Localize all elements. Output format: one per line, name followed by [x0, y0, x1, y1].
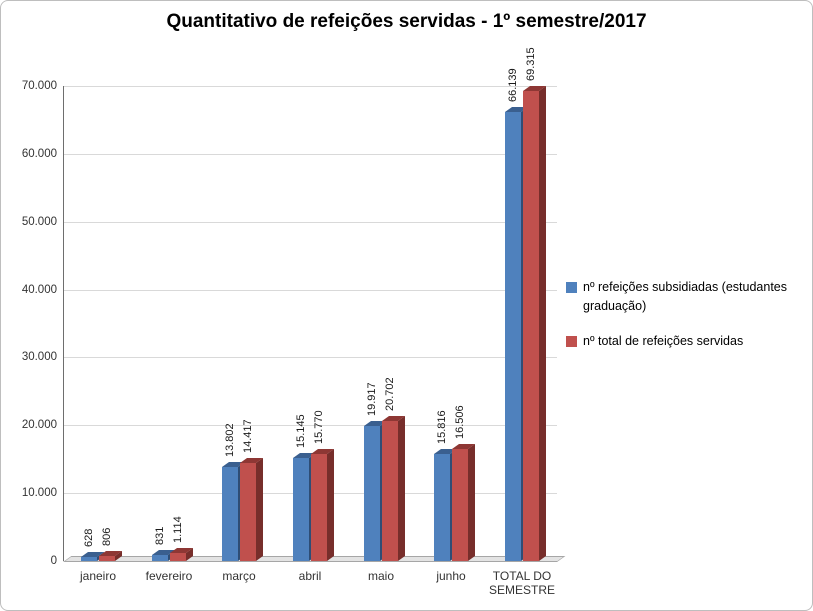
bar-total-do-semestre-s1 [523, 90, 539, 561]
bar-maio-s0 [364, 425, 380, 561]
y-axis-label: 70.000 [21, 80, 57, 92]
y-axis-label: 0 [50, 555, 57, 567]
x-axis-label: março [222, 569, 256, 583]
bar-value-label: 13.802 [224, 423, 236, 458]
chart-title: Quantitativo de refeições servidas - 1º … [166, 11, 647, 32]
bar-fevereiro-s1 [170, 553, 186, 561]
bar-value-label: 16.506 [454, 405, 466, 439]
legend-label-subsidiadas: nº refeições subsidiadas (estudantes gra… [583, 280, 787, 313]
bar-março-s0 [222, 467, 238, 561]
gridline [63, 86, 557, 87]
bar-total-do-semestre-s0 [505, 112, 521, 561]
bar-janeiro-s1 [99, 555, 115, 561]
y-axis-label: 50.000 [21, 216, 57, 228]
bar-junho-s0 [434, 453, 450, 561]
bar-side-março-s1 [256, 458, 263, 561]
bar-abril-s1 [311, 453, 327, 561]
bar-value-label: 15.816 [436, 410, 448, 444]
bar-value-label: 14.417 [242, 419, 254, 454]
bar-janeiro-s0 [81, 556, 97, 561]
bar-março-s1 [240, 463, 256, 561]
bar-value-label: 19.917 [366, 382, 378, 416]
legend-swatch-subsidiadas-icon [566, 282, 577, 293]
x-axis-label: maio [367, 569, 394, 583]
bar-value-label: 69.315 [525, 47, 537, 81]
bar-side-abril-s1 [327, 448, 334, 561]
legend-item-subsidiadas: nº refeições subsidiadas (estudantes gra… [566, 278, 812, 316]
bar-value-label: 806 [101, 527, 113, 546]
x-axis-label: janeiro [79, 569, 117, 583]
bar-value-label: 1.114 [172, 516, 184, 544]
gridline [63, 154, 557, 155]
bar-value-label: 628 [83, 528, 95, 547]
gridline [63, 425, 557, 426]
bar-side-maio-s1 [398, 415, 405, 561]
bar-fevereiro-s0 [152, 555, 168, 561]
bar-value-label: 15.770 [313, 410, 325, 444]
gridline [63, 222, 557, 223]
legend-label-total: nº total de refeições servidas [583, 334, 744, 348]
gridline [63, 290, 557, 291]
y-axis-label: 40.000 [21, 284, 57, 296]
bar-side-junho-s1 [468, 443, 475, 561]
x-axis-label: fevereiro [145, 569, 193, 583]
legend-item-total: nº total de refeições servidas [566, 332, 812, 351]
x-axis-label: abril [298, 569, 322, 583]
bar-side-total-do-semestre-s1 [539, 85, 546, 561]
y-axis-label: 60.000 [21, 148, 57, 160]
bar-value-label: 831 [154, 527, 166, 546]
bar-value-label: 20.702 [384, 376, 396, 411]
bar-junho-s1 [452, 448, 468, 561]
x-axis-label: junho [436, 569, 466, 583]
y-axis-label: 10.000 [21, 487, 57, 499]
bar-maio-s1 [382, 420, 398, 561]
legend: nº refeições subsidiadas (estudantes gra… [566, 278, 812, 367]
x-axis-label: TOTAL DO SEMESTRE [488, 569, 555, 597]
gridline [63, 357, 557, 358]
bar-value-label: 15.145 [295, 414, 307, 449]
y-axis-label: 30.000 [21, 351, 57, 363]
legend-swatch-total-icon [566, 336, 577, 347]
bar-value-label: 66.139 [507, 68, 519, 103]
y-axis [63, 86, 64, 561]
y-axis-label: 20.000 [21, 419, 57, 431]
bar-abril-s0 [293, 458, 309, 561]
